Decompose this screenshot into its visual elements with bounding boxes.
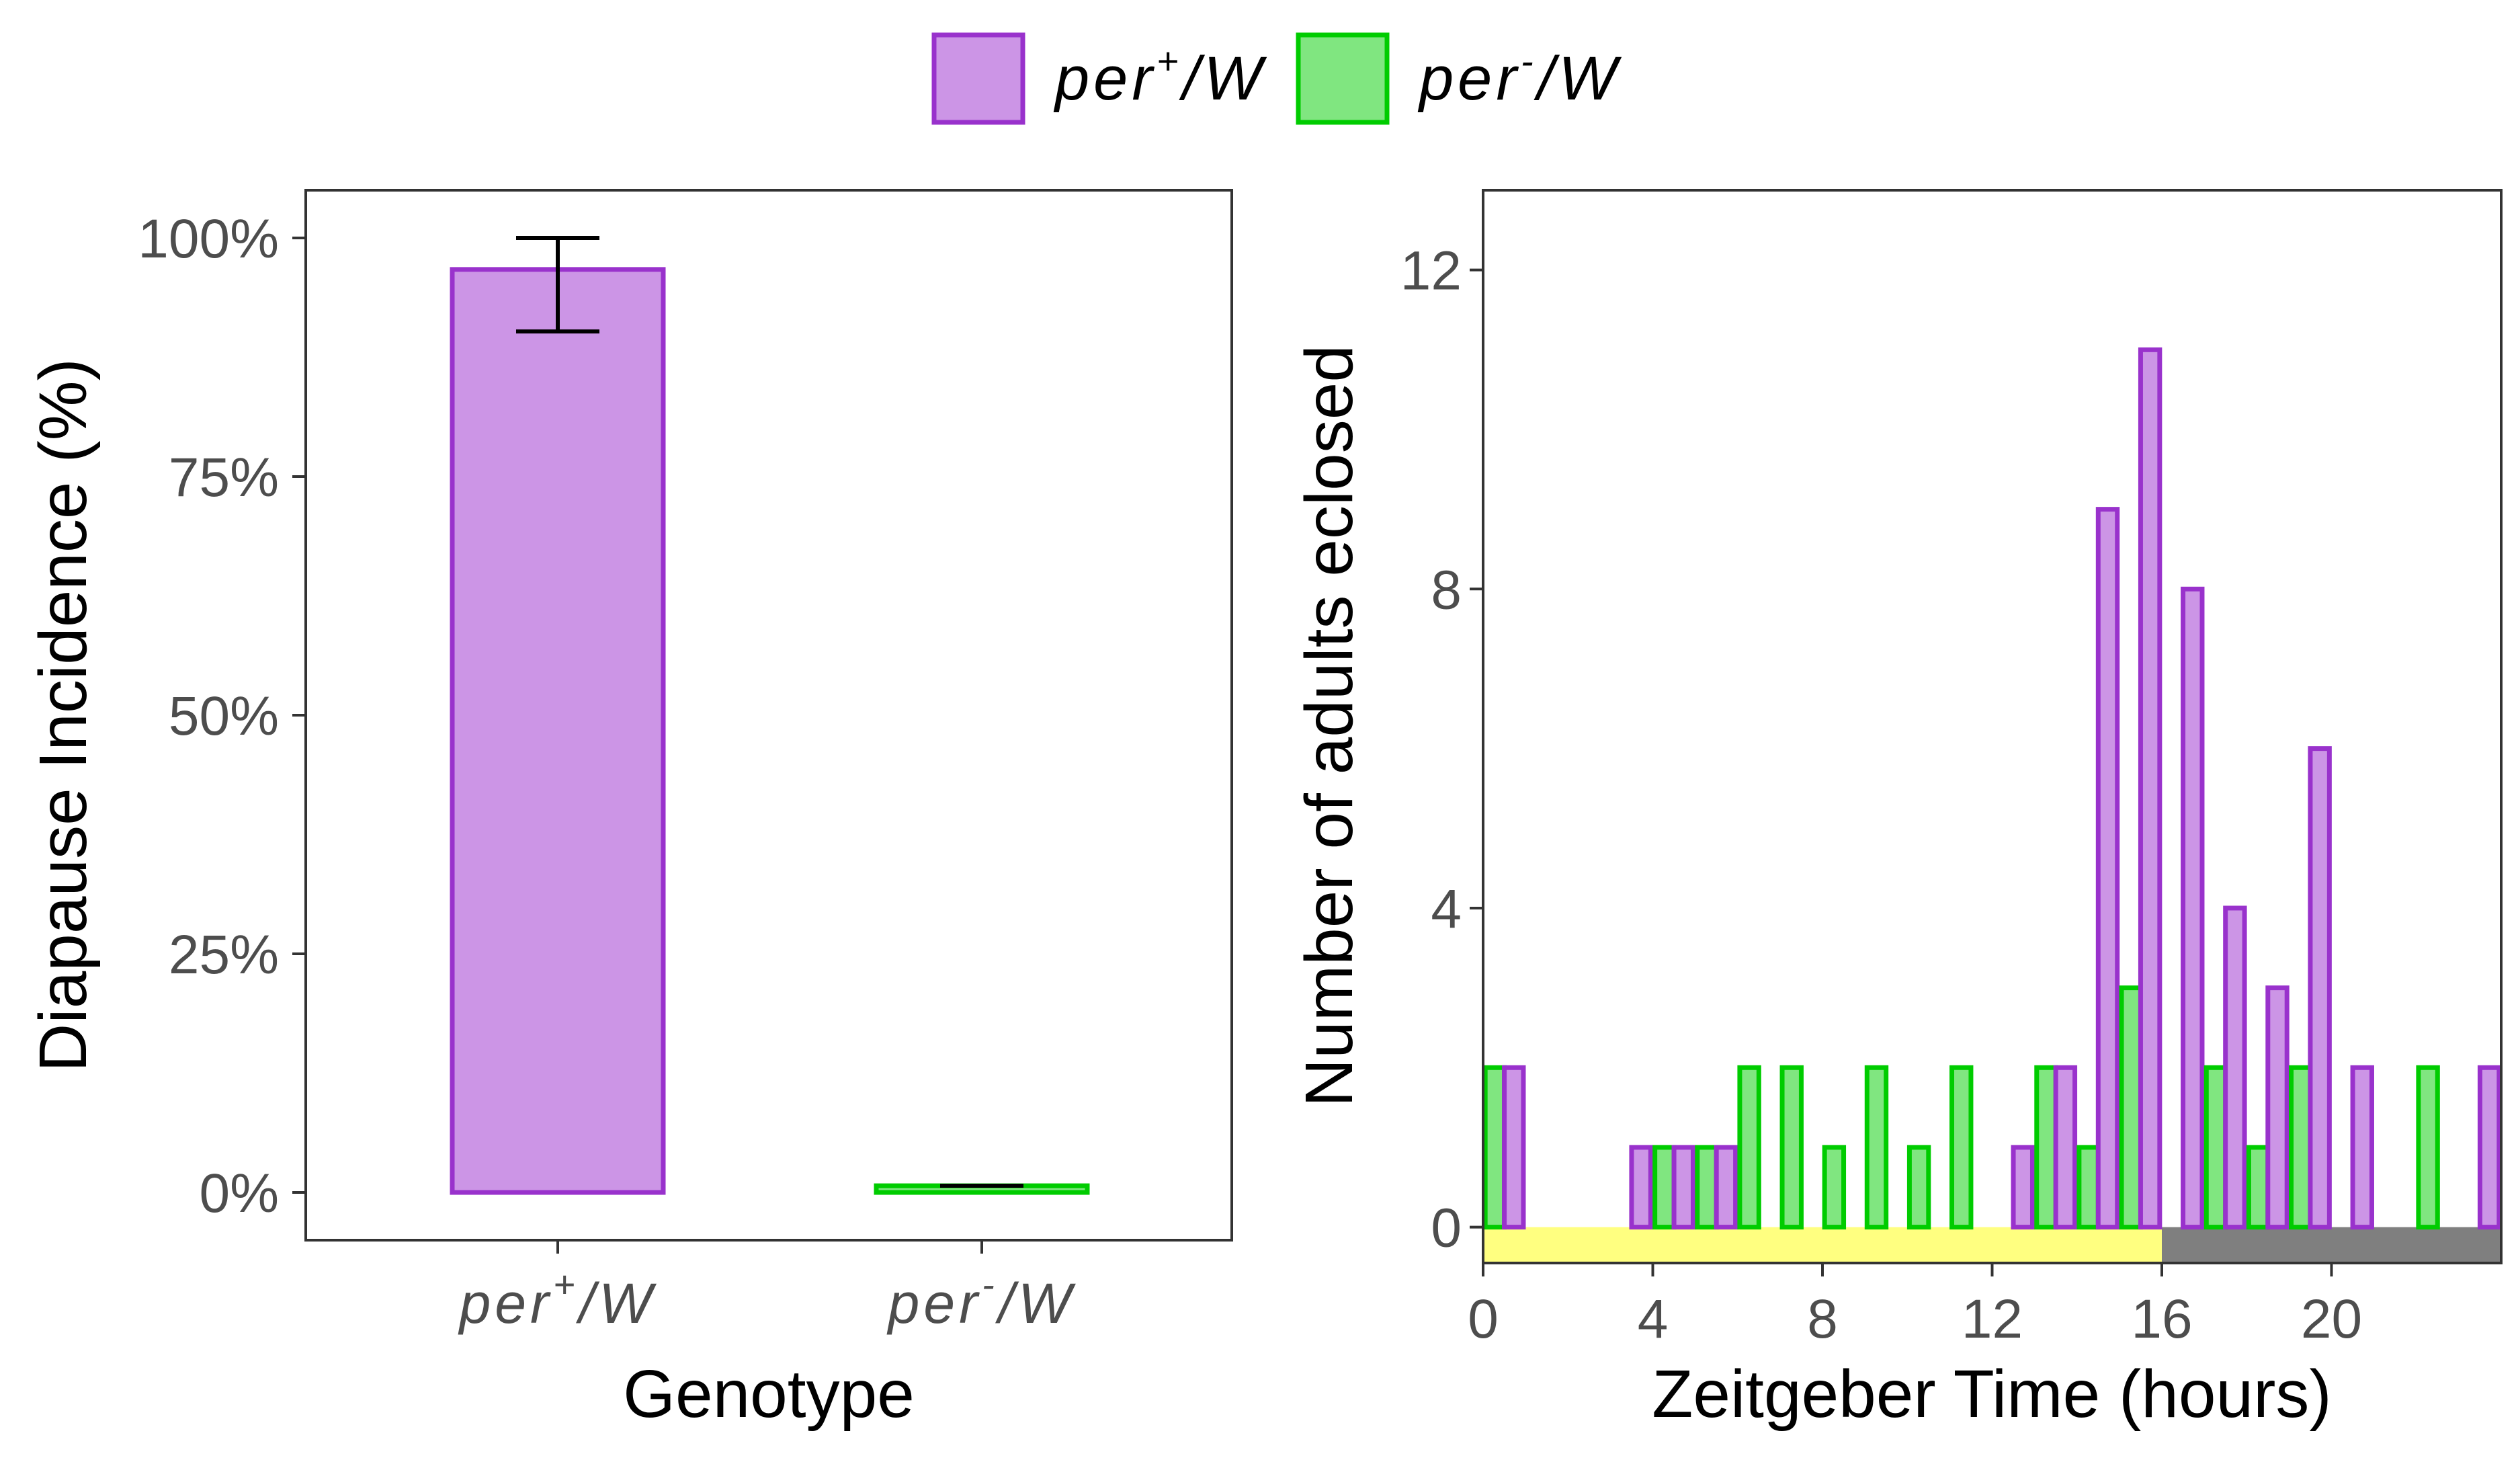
left-ytick-label: 50% bbox=[169, 686, 279, 747]
eclosion-bar-per-plus bbox=[2350, 1065, 2374, 1230]
right-ytick-label: 0 bbox=[1431, 1198, 1462, 1259]
left-plot-background bbox=[306, 190, 1232, 1240]
left-xtick-label-per-minus: per-/W bbox=[886, 1263, 1076, 1335]
legend-label-per-plus: per+/W bbox=[1053, 40, 1267, 113]
right-ytick-label: 12 bbox=[1400, 241, 1462, 302]
eclosion-bar-per-minus bbox=[1822, 1145, 1847, 1230]
right-xtick-label: 0 bbox=[1468, 1289, 1499, 1350]
left-ytick-label: 75% bbox=[169, 447, 279, 508]
left-ytick-label: 0% bbox=[199, 1163, 279, 1224]
right-ytick-label: 4 bbox=[1431, 879, 1462, 940]
eclosion-bar-per-plus bbox=[2265, 985, 2290, 1230]
eclosion-bar-per-plus bbox=[1671, 1145, 1695, 1230]
eclosion-bar-per-minus bbox=[2076, 1145, 2101, 1230]
eclosion-bar-per-minus bbox=[2034, 1065, 2058, 1230]
eclosion-bar-per-minus bbox=[1949, 1065, 1974, 1230]
right-y-axis-title: Number of adults eclosed bbox=[1292, 345, 1367, 1107]
eclosion-bar-per-plus bbox=[2138, 347, 2162, 1230]
legend: per+/W per-/W bbox=[931, 32, 1622, 125]
left-xtick-label-per-plus: per+/W bbox=[458, 1263, 657, 1335]
left-y-axis-title: Diapause Incidence (%) bbox=[26, 358, 101, 1072]
eclosion-bar-per-minus bbox=[2246, 1145, 2271, 1230]
eclosion-bar-per-minus bbox=[2289, 1065, 2313, 1230]
eclosion-bar-per-plus bbox=[2223, 905, 2247, 1230]
eclosion-bar-per-minus bbox=[1695, 1145, 1719, 1230]
legend-key-per-minus bbox=[1296, 32, 1390, 125]
eclosion-bar-per-minus bbox=[2416, 1065, 2440, 1230]
eclosion-bar-per-minus bbox=[1652, 1145, 1677, 1230]
right-ytick-label: 8 bbox=[1431, 559, 1462, 620]
eclosion-bar-per-plus bbox=[2477, 1065, 2502, 1230]
eclosion-bar-per-plus bbox=[2053, 1065, 2078, 1230]
right-xtick-label: 12 bbox=[1962, 1289, 2023, 1350]
left-x-axis-title: Genotype bbox=[623, 1356, 915, 1432]
eclosion-bar-per-plus bbox=[2181, 586, 2205, 1230]
right-plot-background bbox=[1483, 190, 2501, 1263]
legend-key-per-plus bbox=[931, 32, 1025, 125]
eclosion-bar-per-plus bbox=[1629, 1145, 1653, 1230]
left-ytick-label: 100% bbox=[138, 208, 279, 270]
eclosion-bar-per-plus bbox=[2011, 1145, 2035, 1230]
eclosion-bar-per-plus bbox=[1502, 1065, 1526, 1230]
eclosion-bar-per-minus bbox=[1482, 1065, 1507, 1230]
right-xtick-label: 16 bbox=[2131, 1289, 2192, 1350]
eclosion-bar-per-minus bbox=[1906, 1145, 1931, 1230]
legend-label-per-minus: per-/W bbox=[1417, 40, 1622, 113]
left-ytick-label: 25% bbox=[169, 924, 279, 985]
eclosion-bar-per-minus bbox=[1737, 1065, 1761, 1230]
eclosion-bar-per-plus bbox=[1714, 1145, 1738, 1230]
diapause-incidence-panel: 0% 25% 50% 75% 100% per+/W per-/W Genotype Diapa… bbox=[26, 189, 1233, 1432]
eclosion-bar-per-minus bbox=[2203, 1065, 2228, 1230]
right-xtick-label: 4 bbox=[1638, 1289, 1669, 1350]
eclosion-bar-per-minus bbox=[1864, 1065, 1889, 1230]
light-phase-bar bbox=[1483, 1227, 2162, 1263]
eclosion-bar-per-plus bbox=[2308, 746, 2332, 1230]
eclosion-bar-per-minus bbox=[1779, 1065, 1804, 1230]
right-x-axis-title: Zeitgeber Time (hours) bbox=[1652, 1356, 2331, 1432]
dark-phase-bar bbox=[2162, 1227, 2501, 1263]
eclosion-bar-per-minus bbox=[2119, 985, 2143, 1230]
right-xtick-label: 20 bbox=[2301, 1289, 2362, 1350]
diapause-bar-per-plus bbox=[450, 267, 666, 1195]
eclosion-bar-per-plus bbox=[2095, 507, 2120, 1230]
right-xtick-label: 8 bbox=[1807, 1289, 1838, 1350]
